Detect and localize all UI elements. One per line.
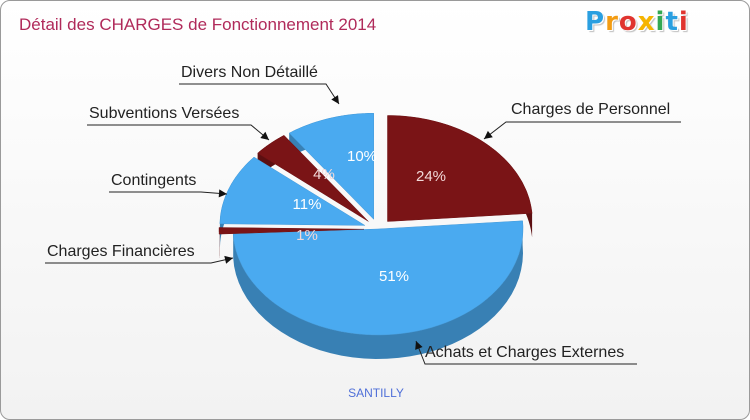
logo-letter: x	[637, 7, 656, 37]
slice-category-label: Divers Non Détaillé	[181, 64, 318, 81]
leader-line	[483, 121, 681, 140]
slice-percent-label: 4%	[313, 166, 335, 183]
slice-category-label: Charges de Personnel	[511, 101, 670, 118]
pie-slice	[219, 156, 366, 226]
leader-line	[87, 124, 270, 141]
chart-title: Détail des CHARGES de Fonctionnement 201…	[19, 15, 377, 34]
commune-name: SANTILLY	[348, 386, 404, 400]
leader-arrow	[260, 131, 269, 140]
logo-letter: P	[585, 7, 606, 37]
leader-arrow	[484, 130, 493, 139]
slice-percent-label: 1%	[296, 227, 318, 244]
leader-line	[415, 340, 637, 365]
pie-slice	[218, 227, 365, 235]
logo-letter: r	[605, 7, 619, 37]
pie-slice	[257, 134, 369, 222]
leader-arrow	[415, 341, 423, 350]
leader-line	[109, 191, 228, 195]
pie-slice	[288, 113, 374, 220]
logo-letter: i	[655, 7, 666, 37]
slice-percent-label: 11%	[293, 196, 322, 213]
slice-percent-label: 51%	[379, 268, 409, 285]
pie-slice	[387, 115, 533, 222]
slice-category-label: Achats et Charges Externes	[425, 344, 624, 361]
slice-category-label: Subventions Versées	[89, 105, 239, 122]
slice-percent-label: 10%	[347, 148, 377, 165]
slice-category-label: Charges Financières	[47, 243, 195, 260]
leader-arrow	[224, 255, 233, 264]
leader-line	[179, 83, 340, 105]
logo-letter: i	[678, 7, 689, 37]
logo-letter: o	[618, 7, 638, 37]
pie-slice-side	[233, 220, 523, 359]
proxiti-logo: Proxiti	[585, 7, 689, 37]
leader-arrow	[331, 95, 339, 104]
pie-slice	[232, 220, 524, 336]
leader-arrow	[218, 189, 227, 198]
slice-percent-label: 24%	[416, 168, 446, 185]
slice-category-label: Contingents	[111, 172, 196, 189]
logo-letter: t	[665, 7, 679, 37]
